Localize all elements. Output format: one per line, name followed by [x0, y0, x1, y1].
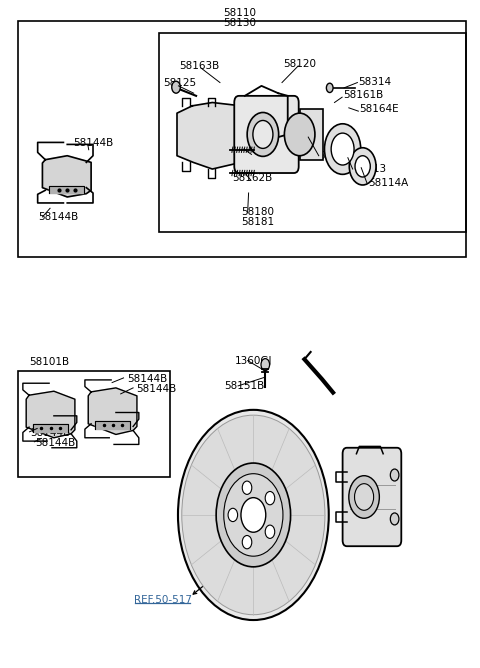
- Circle shape: [178, 410, 329, 620]
- Circle shape: [242, 481, 252, 494]
- Circle shape: [216, 463, 290, 567]
- Text: 58144B: 58144B: [35, 438, 75, 448]
- Text: 58112: 58112: [318, 151, 351, 161]
- Bar: [18, 371, 170, 477]
- Text: 58162B: 58162B: [232, 173, 273, 183]
- Bar: [18, 21, 466, 257]
- Text: 58120: 58120: [283, 59, 316, 69]
- Bar: [159, 33, 466, 232]
- Circle shape: [349, 148, 376, 185]
- Text: 58144B: 58144B: [73, 138, 114, 148]
- Text: 58180: 58180: [241, 207, 275, 217]
- Circle shape: [331, 133, 354, 165]
- Polygon shape: [26, 391, 75, 438]
- Circle shape: [349, 476, 379, 518]
- Text: 58164E: 58164E: [360, 104, 399, 114]
- Circle shape: [390, 469, 399, 481]
- Circle shape: [224, 474, 283, 556]
- Text: 58110: 58110: [224, 9, 256, 18]
- Text: REF.50-517: REF.50-517: [134, 595, 192, 605]
- Circle shape: [242, 536, 252, 549]
- Text: 58144B: 58144B: [31, 428, 71, 438]
- Circle shape: [355, 484, 373, 510]
- Circle shape: [182, 415, 325, 615]
- FancyBboxPatch shape: [234, 96, 299, 173]
- Circle shape: [228, 508, 238, 522]
- Polygon shape: [95, 421, 130, 429]
- Text: 58163B: 58163B: [180, 61, 219, 71]
- Text: 58113: 58113: [354, 164, 387, 174]
- Polygon shape: [88, 388, 137, 434]
- Circle shape: [253, 120, 273, 148]
- Text: 58130: 58130: [224, 18, 256, 28]
- Text: 58144B: 58144B: [38, 212, 79, 222]
- Circle shape: [241, 498, 266, 532]
- Circle shape: [355, 156, 370, 177]
- Bar: [300, 109, 323, 160]
- Circle shape: [324, 124, 361, 174]
- Text: 58314: 58314: [359, 77, 392, 87]
- Polygon shape: [49, 186, 84, 193]
- Circle shape: [261, 359, 270, 371]
- Text: 58161B: 58161B: [343, 90, 384, 100]
- Circle shape: [390, 513, 399, 525]
- Circle shape: [265, 492, 275, 505]
- Polygon shape: [33, 424, 68, 432]
- Text: 58101B: 58101B: [29, 357, 69, 367]
- Circle shape: [172, 81, 180, 94]
- Text: 58125: 58125: [163, 78, 196, 88]
- Polygon shape: [42, 156, 91, 197]
- Text: 58151B: 58151B: [224, 381, 264, 391]
- Circle shape: [247, 112, 279, 156]
- Text: 58114A: 58114A: [368, 178, 408, 188]
- Circle shape: [326, 84, 333, 93]
- Circle shape: [284, 113, 315, 156]
- Text: 1360GJ: 1360GJ: [235, 355, 272, 365]
- Text: 58181: 58181: [241, 217, 275, 227]
- Text: 58144B: 58144B: [136, 384, 177, 394]
- Text: 58164E: 58164E: [233, 148, 272, 158]
- Text: 58144B: 58144B: [127, 374, 167, 384]
- Polygon shape: [177, 102, 241, 169]
- Circle shape: [265, 525, 275, 538]
- FancyBboxPatch shape: [343, 448, 401, 546]
